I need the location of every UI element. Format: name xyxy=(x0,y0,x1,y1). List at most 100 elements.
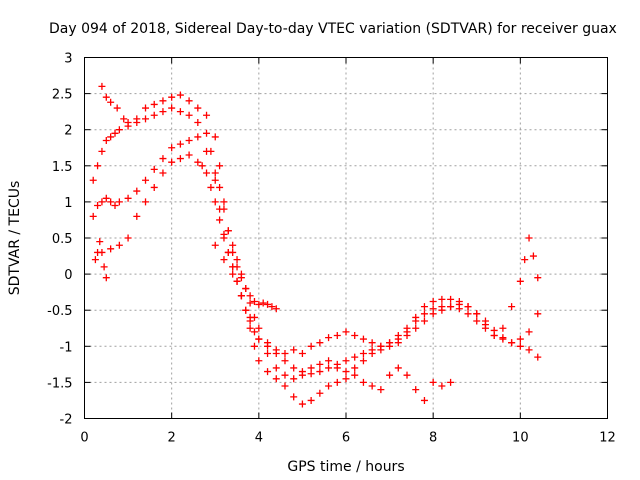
data-point xyxy=(281,371,289,379)
data-point xyxy=(142,198,150,206)
data-point xyxy=(351,331,359,339)
data-point xyxy=(124,122,132,130)
data-point xyxy=(255,335,263,343)
data-point xyxy=(420,310,428,318)
data-point xyxy=(98,248,106,256)
data-point xyxy=(281,350,289,358)
data-point xyxy=(115,241,123,249)
data-point xyxy=(142,176,150,184)
data-point xyxy=(499,335,507,343)
data-point xyxy=(89,176,97,184)
data-point xyxy=(359,378,367,386)
data-point xyxy=(220,205,228,213)
data-point xyxy=(342,357,350,365)
data-point xyxy=(447,378,455,386)
data-point xyxy=(133,187,141,195)
data-point xyxy=(325,357,333,365)
y-tick-label: 0 xyxy=(64,268,72,283)
data-point xyxy=(499,324,507,332)
data-point xyxy=(403,371,411,379)
data-point xyxy=(438,295,446,303)
y-tick-label: 0.5 xyxy=(52,232,73,247)
data-point xyxy=(203,169,211,177)
data-point xyxy=(377,386,385,394)
data-point xyxy=(307,342,315,350)
data-point xyxy=(124,234,132,242)
data-point xyxy=(298,350,306,358)
data-point xyxy=(325,334,333,342)
data-point xyxy=(264,300,272,308)
data-point xyxy=(386,371,394,379)
data-point xyxy=(516,277,524,285)
data-point xyxy=(272,375,280,383)
data-point xyxy=(102,274,110,282)
data-point xyxy=(168,93,176,101)
x-tick-label: 0 xyxy=(80,431,88,446)
data-point xyxy=(242,285,250,293)
data-point xyxy=(150,183,158,191)
data-point xyxy=(490,331,498,339)
data-point xyxy=(220,234,228,242)
data-point xyxy=(250,298,258,306)
data-point xyxy=(290,364,298,372)
data-point xyxy=(237,292,245,300)
data-point xyxy=(159,97,167,105)
data-point xyxy=(229,241,237,249)
data-point xyxy=(100,263,108,271)
data-point xyxy=(233,277,241,285)
data-point xyxy=(255,324,263,332)
data-point xyxy=(438,306,446,314)
data-point xyxy=(325,382,333,390)
data-point xyxy=(342,375,350,383)
data-point xyxy=(298,371,306,379)
data-point xyxy=(237,270,245,278)
data-point xyxy=(211,198,219,206)
data-point xyxy=(529,252,537,260)
data-point xyxy=(473,310,481,318)
data-point xyxy=(403,331,411,339)
data-point xyxy=(159,108,167,116)
data-point xyxy=(394,364,402,372)
data-point xyxy=(316,339,324,347)
data-point xyxy=(89,212,97,220)
data-point xyxy=(168,158,176,166)
y-tick-label: 2 xyxy=(64,124,72,139)
data-point xyxy=(447,303,455,311)
data-point xyxy=(124,194,132,202)
data-point xyxy=(342,328,350,336)
data-point xyxy=(198,162,206,170)
data-point xyxy=(521,256,529,264)
data-point xyxy=(255,357,263,365)
data-point xyxy=(359,357,367,365)
data-point xyxy=(176,140,184,148)
data-point xyxy=(368,382,376,390)
data-point xyxy=(194,118,202,126)
y-tick-label: -0.5 xyxy=(47,304,72,319)
data-point xyxy=(264,339,272,347)
data-point xyxy=(111,202,119,210)
data-point xyxy=(194,133,202,141)
data-point xyxy=(429,310,437,318)
data-point xyxy=(91,256,99,264)
data-point xyxy=(508,303,516,311)
data-point xyxy=(351,353,359,361)
data-point xyxy=(481,321,489,329)
data-series xyxy=(89,82,542,408)
data-point xyxy=(203,129,211,137)
y-tick-label: -1 xyxy=(60,340,73,355)
data-point xyxy=(255,300,263,308)
data-point xyxy=(211,176,219,184)
data-point xyxy=(272,364,280,372)
data-point xyxy=(359,350,367,358)
data-point xyxy=(473,317,481,325)
data-point xyxy=(168,104,176,112)
data-point xyxy=(429,298,437,306)
axis-ticks: 0 2 4 6 8 10 12 -2 -1.5 -1 -0.5 0 0.5 1 1.5 2 2.5 3 xyxy=(47,52,616,446)
data-point xyxy=(420,396,428,404)
data-point xyxy=(290,346,298,354)
data-point xyxy=(281,382,289,390)
data-point xyxy=(159,155,167,163)
data-point xyxy=(142,104,150,112)
data-point xyxy=(98,198,106,206)
data-point xyxy=(216,162,224,170)
